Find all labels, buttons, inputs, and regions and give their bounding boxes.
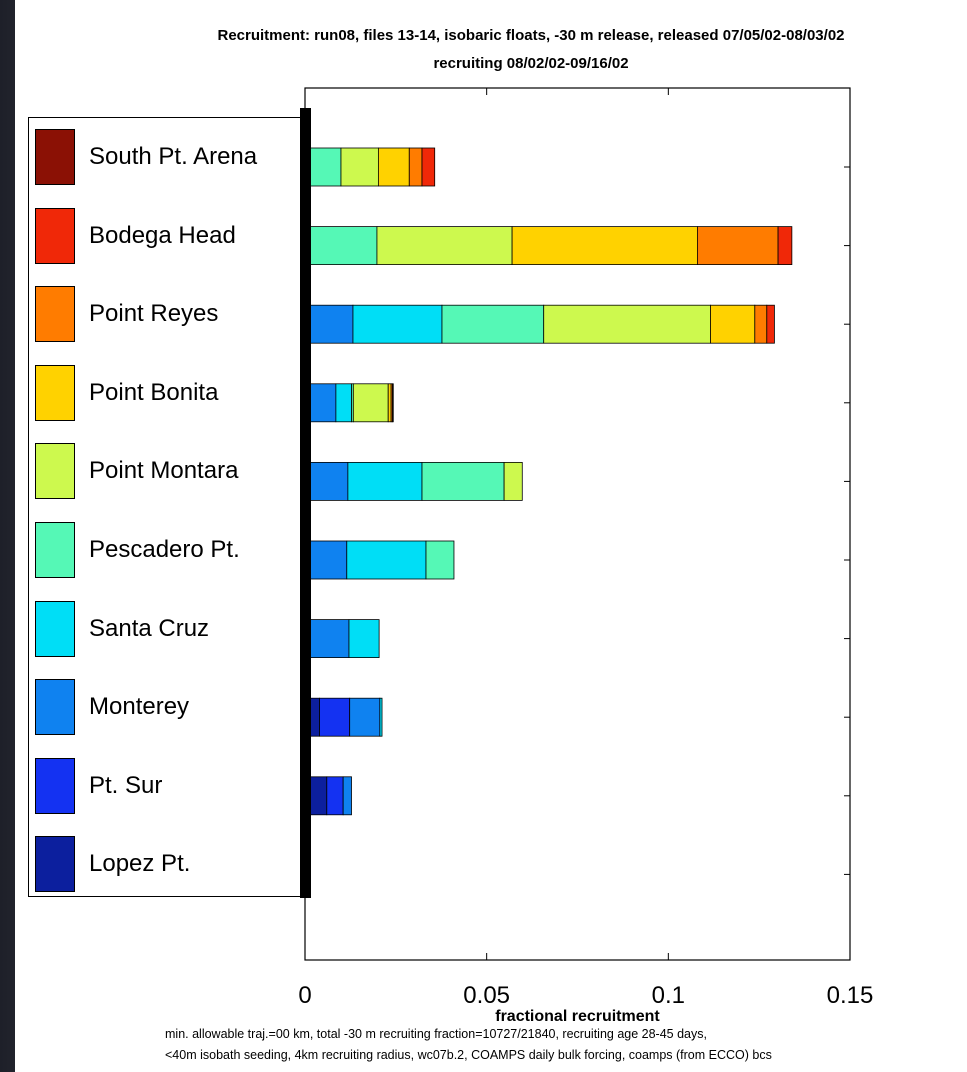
legend-label: Pescadero Pt. [89,536,240,563]
legend-label: South Pt. Arena [89,143,258,170]
x-tick-label: 0 [298,982,311,1009]
bar-point-montara-row-2 [543,304,711,344]
bar-santa-cruz-row-2 [352,304,443,344]
legend-swatch [35,364,75,421]
bar-pescadero-pt-row-5 [425,540,455,580]
legend-swatch [35,286,75,343]
legend-swatch [35,207,75,264]
bar-monterey-row-8 [342,776,352,816]
zero-baseline [300,108,311,898]
legend-label: Monterey [89,693,190,721]
bar-bodega-head-row-1 [777,226,793,266]
chart-title: Recruitment: run08, files 13-14, isobari… [217,27,845,44]
chart-subtitle: recruiting 08/02/02-09/16/02 [433,55,629,72]
bar-point-bonita-row-2 [710,304,756,344]
bar-bodega-head-row-2 [766,304,775,344]
legend-swatch [35,129,75,185]
x-tick-label: 0.1 [652,982,685,1009]
bar-pt-sur-row-7 [319,697,351,737]
legend-item: South Pt. Arena [35,129,305,189]
bar-monterey-row-5 [305,540,348,580]
bar-point-bonita-row-1 [511,226,698,266]
legend-item: Bodega Head [35,207,305,268]
bar-monterey-row-6 [309,619,350,658]
bar-santa-cruz-row-4 [347,461,423,501]
legend-label: Bodega Head [89,221,236,249]
legend-swatch [35,679,75,736]
bar-monterey-row-4 [305,461,349,501]
legend-label: Point Montara [89,457,239,485]
bar-santa-cruz-row-3 [335,383,352,423]
x-axis-label: fractional recruitment [495,1008,660,1025]
legend-swatch [35,522,75,578]
bar-point-reyes-row-2 [754,304,768,344]
bar-point-reyes-row-1 [697,226,779,266]
bar-point-bonita-row-0 [377,147,410,187]
bar-point-montara-row-4 [503,461,523,501]
legend-item: Point Reyes [35,286,305,346]
legend-label: Pt. Sur [89,771,163,799]
caption-line-1: min. allowable traj.=00 km, total -30 m … [165,1027,707,1041]
legend-item: Lopez Pt. [35,836,305,896]
legend-label: Point Bonita [89,378,219,406]
bar-bodega-head-row-0 [421,147,436,187]
bar-pescadero-pt-row-1 [310,226,378,266]
bar-point-montara-row-1 [376,226,513,266]
legend-label: Santa Cruz [89,614,210,642]
bar-bodega-head-row-3 [392,383,394,423]
bar-santa-cruz-row-6 [348,619,380,658]
caption-line-2: <40m isobath seeding, 4km recruiting rad… [165,1048,772,1062]
legend-swatch [35,443,75,500]
legend-item: Point Bonita [35,364,305,425]
bar-monterey-row-7 [349,697,381,737]
legend-item: Pt. Sur [35,757,305,818]
bar-pt-sur-row-8 [326,776,344,816]
legend-label: Lopez Pt. [89,850,191,878]
bar-santa-cruz-row-5 [346,540,427,580]
figure-panel: Recruitment: run08, files 13-14, isobari… [15,0,967,1072]
legend-swatch [35,600,75,657]
bar-point-montara-row-0 [340,147,379,187]
legend-label: Point Reyes [89,300,219,328]
bar-santa-cruz-row-7 [379,697,383,737]
legend-item: Santa Cruz [35,600,305,661]
legend-swatch [35,757,75,814]
bar-point-montara-row-3 [352,383,389,423]
bar-monterey-row-2 [308,304,354,344]
legend-item: Point Montara [35,443,305,503]
x-tick-label: 0.15 [827,982,874,1009]
bar-pescadero-pt-row-2 [441,304,545,344]
bar-monterey-row-3 [308,383,337,423]
x-tick-label: 0.05 [463,982,510,1009]
legend: South Pt. Arena Bodega Head Point Reyes Poi… [28,117,309,897]
bar-point-bonita-row-3 [387,383,392,423]
legend-item: Pescadero Pt. [35,522,305,582]
legend-swatch [35,836,75,893]
plot-frame [304,87,851,961]
bar-pescadero-pt-row-4 [421,461,505,501]
bar-point-reyes-row-0 [408,147,423,187]
legend-item: Monterey [35,679,305,739]
